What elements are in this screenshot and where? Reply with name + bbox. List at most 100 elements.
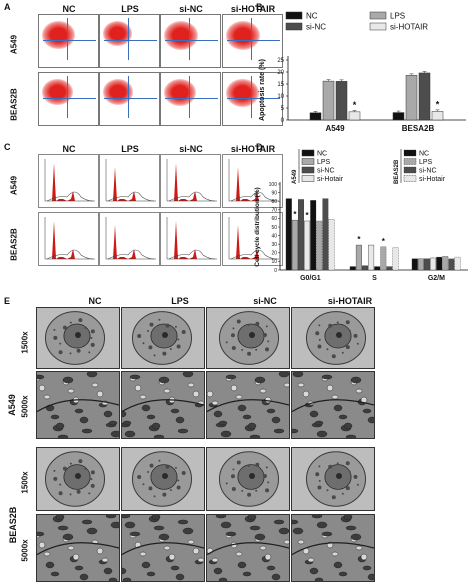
organelle-detail	[220, 430, 232, 438]
organelle-detail	[355, 545, 363, 551]
organelle	[231, 346, 236, 351]
organelle-detail	[187, 539, 195, 545]
flow-row-label-beas2b: BEAS2B	[9, 88, 19, 121]
organelle-detail	[38, 541, 46, 549]
bar-g2m-6	[448, 258, 455, 271]
organelle-detail	[67, 388, 75, 394]
quadrant-line-vertical	[128, 76, 130, 118]
organelle-detail	[213, 410, 223, 418]
organelle-detail	[43, 394, 51, 400]
quadrant-line-horizontal	[226, 97, 280, 99]
organelle	[236, 460, 241, 465]
legend-group-label-1: BEAS2B	[394, 159, 400, 184]
legend-label-1-1: LPS	[419, 159, 433, 166]
nucleolus	[336, 332, 342, 338]
panel-label-c: C	[4, 142, 11, 152]
bar-s-6	[386, 266, 393, 271]
organelle-detail	[254, 376, 266, 384]
fit-curve	[107, 249, 155, 260]
organelle-detail	[74, 408, 84, 414]
y-tick-label-3: 15	[277, 82, 284, 88]
cell-cycle-histogram-beas2b-1	[99, 212, 160, 266]
organelle-detail	[134, 384, 142, 392]
organelle	[241, 489, 244, 492]
flow-header-lps: LPS	[121, 4, 139, 14]
tem-header-lps: LPS	[171, 296, 189, 306]
organelle	[90, 483, 95, 488]
y-tick-label-0: 0	[274, 268, 277, 274]
organelle	[331, 354, 336, 359]
nucleolus	[75, 473, 81, 479]
organelle	[353, 333, 358, 338]
organelle-detail	[321, 531, 333, 537]
organelle-detail	[213, 567, 223, 575]
histogram-plot	[166, 217, 217, 260]
organelle	[225, 341, 228, 344]
x-tick-label-1: S	[372, 275, 377, 282]
organelle-detail	[129, 531, 141, 537]
organelle-detail	[170, 408, 180, 414]
organelle-detail	[218, 420, 228, 426]
organelle	[148, 345, 153, 350]
legend-label-2: si-NC	[306, 23, 326, 32]
x-tick-label-0: G0/G1	[300, 275, 321, 282]
organelle	[326, 489, 329, 492]
tem-micrograph	[122, 372, 204, 438]
organelle	[255, 321, 260, 326]
fit-curve	[46, 191, 94, 202]
significance-star-1: *	[436, 99, 440, 109]
organelle	[317, 485, 322, 490]
tem-micrograph	[207, 515, 289, 581]
organelle	[53, 328, 56, 331]
organelle	[230, 333, 235, 338]
legend-label-0: NC	[306, 12, 318, 21]
fit-curve	[168, 191, 216, 202]
organelle	[137, 334, 142, 339]
organelle	[318, 479, 321, 482]
organelle	[356, 483, 359, 486]
legend-label-0-2: si-NC	[317, 168, 335, 175]
organelle-detail	[122, 515, 131, 519]
organelle-detail	[197, 557, 204, 563]
organelle-detail	[215, 515, 227, 519]
organelle-detail	[343, 515, 353, 521]
organelle	[90, 329, 95, 334]
organelle-detail	[367, 573, 374, 581]
organelle	[348, 470, 351, 473]
organelle-detail	[345, 434, 357, 438]
flow-plot-beas2b-2	[160, 72, 221, 126]
organelle-detail	[151, 422, 161, 430]
legend-label-0-0: NC	[317, 151, 327, 158]
organelle	[265, 488, 270, 493]
organelle-detail	[316, 521, 328, 529]
organelle	[162, 351, 167, 356]
bar-besa2b-2	[418, 72, 431, 121]
significance-star-0: *	[353, 100, 357, 110]
nucleolus	[249, 332, 255, 338]
bar-g0g1-6	[322, 198, 329, 271]
legend-swatch-0-0	[301, 149, 315, 157]
organelle	[345, 345, 350, 350]
organelle-detail	[278, 372, 289, 378]
organelle	[69, 321, 72, 324]
organelle-detail	[57, 434, 69, 438]
quadrant-line-horizontal	[103, 39, 157, 41]
tem-image-a549-5000x-0	[36, 371, 120, 439]
fit-curve	[230, 249, 278, 260]
y-tick-label-3: 30	[271, 242, 277, 248]
organelle-detail	[225, 374, 237, 380]
flow-dot-cloud	[42, 21, 75, 49]
organelle	[84, 326, 87, 329]
organelle	[341, 351, 344, 354]
organelle	[53, 469, 56, 472]
organelle-detail	[79, 573, 89, 581]
organelle-detail	[278, 527, 289, 535]
membrane	[37, 399, 119, 413]
membrane	[37, 542, 119, 556]
organelle-detail	[141, 404, 151, 412]
flow-dot-cloud	[42, 79, 73, 106]
fit-curve	[46, 249, 94, 260]
organelle	[142, 342, 145, 345]
organelle-detail	[254, 533, 266, 541]
